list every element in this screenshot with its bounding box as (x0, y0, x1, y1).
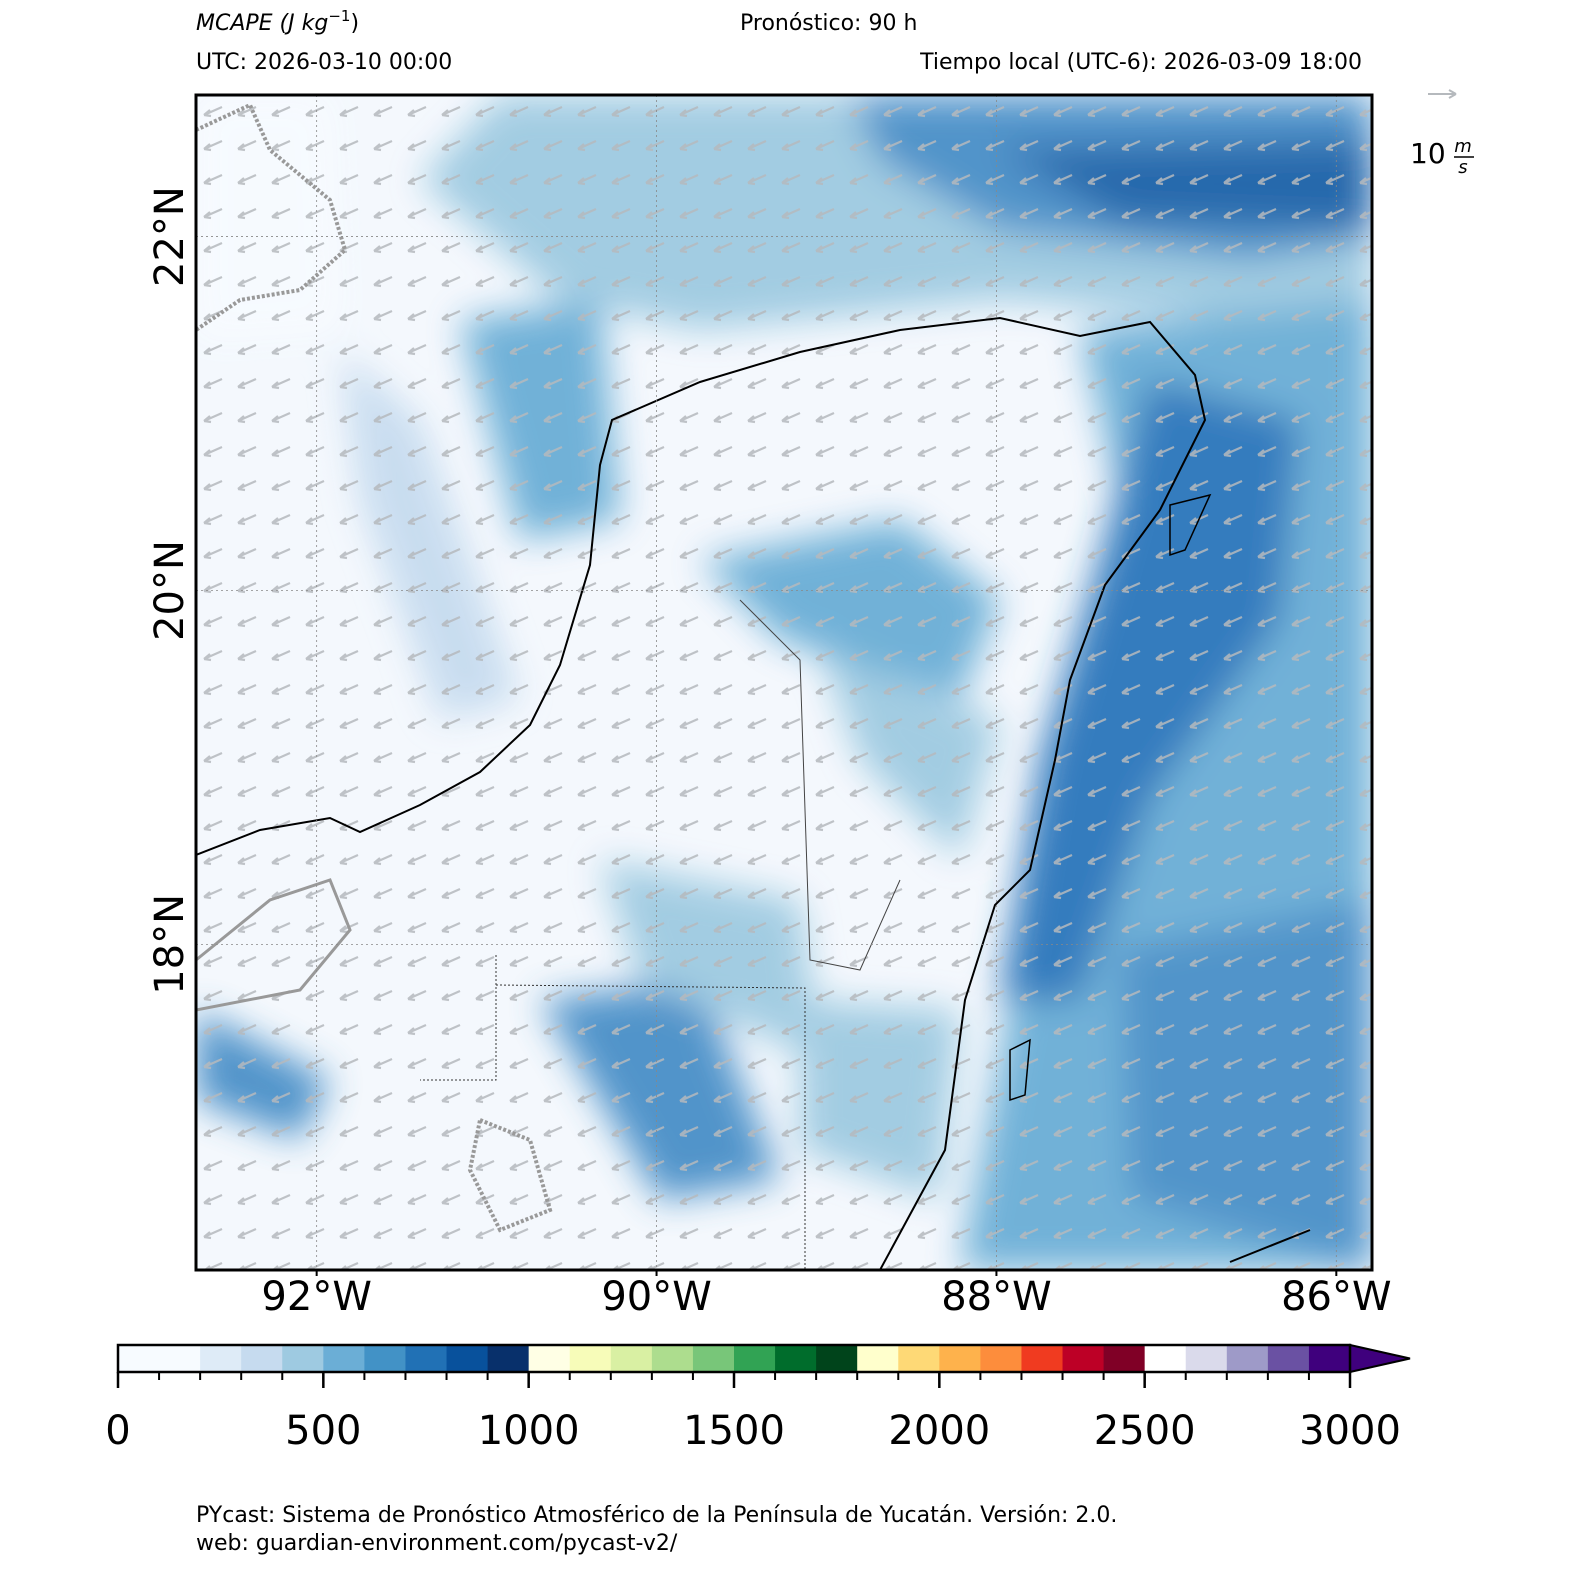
wind-key-value: 10 (1410, 137, 1446, 170)
x-tick-label: 86°W (1281, 1274, 1391, 1320)
colorbar-bin (980, 1345, 1022, 1372)
map-frame (194, 93, 1374, 1272)
colorbar-bin (1021, 1345, 1064, 1372)
colorbar: 0 500 1000 1500 2000 2500 3000 (105, 1343, 1411, 1454)
colorbar-tick-label: 2000 (888, 1408, 990, 1454)
colorbar-tick-label: 500 (285, 1408, 361, 1454)
colorbar-bin (446, 1345, 489, 1372)
colorbar-tick-label: 3000 (1299, 1408, 1401, 1454)
utc-time: UTC: 2026-03-10 00:00 (196, 50, 452, 75)
colorbar-bin (282, 1345, 324, 1372)
colorbar-bin (857, 1345, 899, 1372)
footer-line-2: web: guardian-environment.com/pycast-v2/ (196, 1531, 678, 1556)
colorbar-bin (1226, 1345, 1269, 1372)
x-tick-label: 90°W (601, 1274, 711, 1320)
colorbar-tick-label: 1000 (478, 1408, 580, 1454)
colorbar-bin (1185, 1345, 1228, 1372)
colorbar-bin (118, 1345, 160, 1372)
y-tick-label: 18°N (147, 894, 193, 995)
x-tick-label: 92°W (261, 1274, 371, 1320)
colorbar-bin (487, 1345, 530, 1372)
colorbar-bin (692, 1345, 735, 1372)
graticule (196, 95, 1372, 1270)
colorbar-bin (1144, 1345, 1187, 1372)
colorbar-bin (364, 1345, 406, 1372)
colorbar-tick-label: 1500 (683, 1408, 785, 1454)
colorbar-bin (569, 1345, 612, 1372)
colorbar-bin (610, 1345, 653, 1372)
colorbar-bin (1308, 1345, 1351, 1372)
forecast: Pronóstico: 90 h (740, 11, 917, 36)
colorbar-tick-label: 2500 (1094, 1408, 1196, 1454)
colorbar-bin (1062, 1345, 1105, 1372)
colorbar-bin (159, 1345, 201, 1372)
colorbar-bin (775, 1345, 817, 1372)
x-tick-label: 88°W (941, 1274, 1051, 1320)
footer-line-1: PYcast: Sistema de Pronóstico Atmosféric… (196, 1503, 1117, 1528)
colorbar-bin (898, 1345, 940, 1372)
colorbar-extend (1349, 1343, 1411, 1374)
colorbar-bin (1103, 1345, 1146, 1372)
colorbar-bin (651, 1345, 694, 1372)
colorbar-tick-label: 0 (105, 1408, 130, 1454)
wind-key-unit-num: m (1454, 136, 1472, 157)
colorbar-bin (405, 1345, 448, 1372)
map-field (196, 95, 1372, 1270)
colorbar-bin (1267, 1345, 1310, 1372)
local-time: Tiempo local (UTC-6): 2026-03-09 18:00 (919, 50, 1362, 75)
colorbar-bin (241, 1345, 283, 1372)
y-tick-label: 22°N (147, 186, 193, 287)
y-tick-label: 20°N (147, 540, 193, 641)
colorbar-bin (200, 1345, 242, 1372)
title: MCAPE (J kg−1) (196, 7, 359, 36)
colorbar-bin (323, 1345, 365, 1372)
wind-key-arrow (1428, 89, 1457, 99)
colorbar-bin (734, 1345, 776, 1372)
colorbar-bin (528, 1345, 571, 1372)
colorbar-bin (939, 1345, 981, 1372)
wind-key-unit-den: s (1458, 157, 1467, 178)
colorbar-bin (816, 1345, 858, 1372)
